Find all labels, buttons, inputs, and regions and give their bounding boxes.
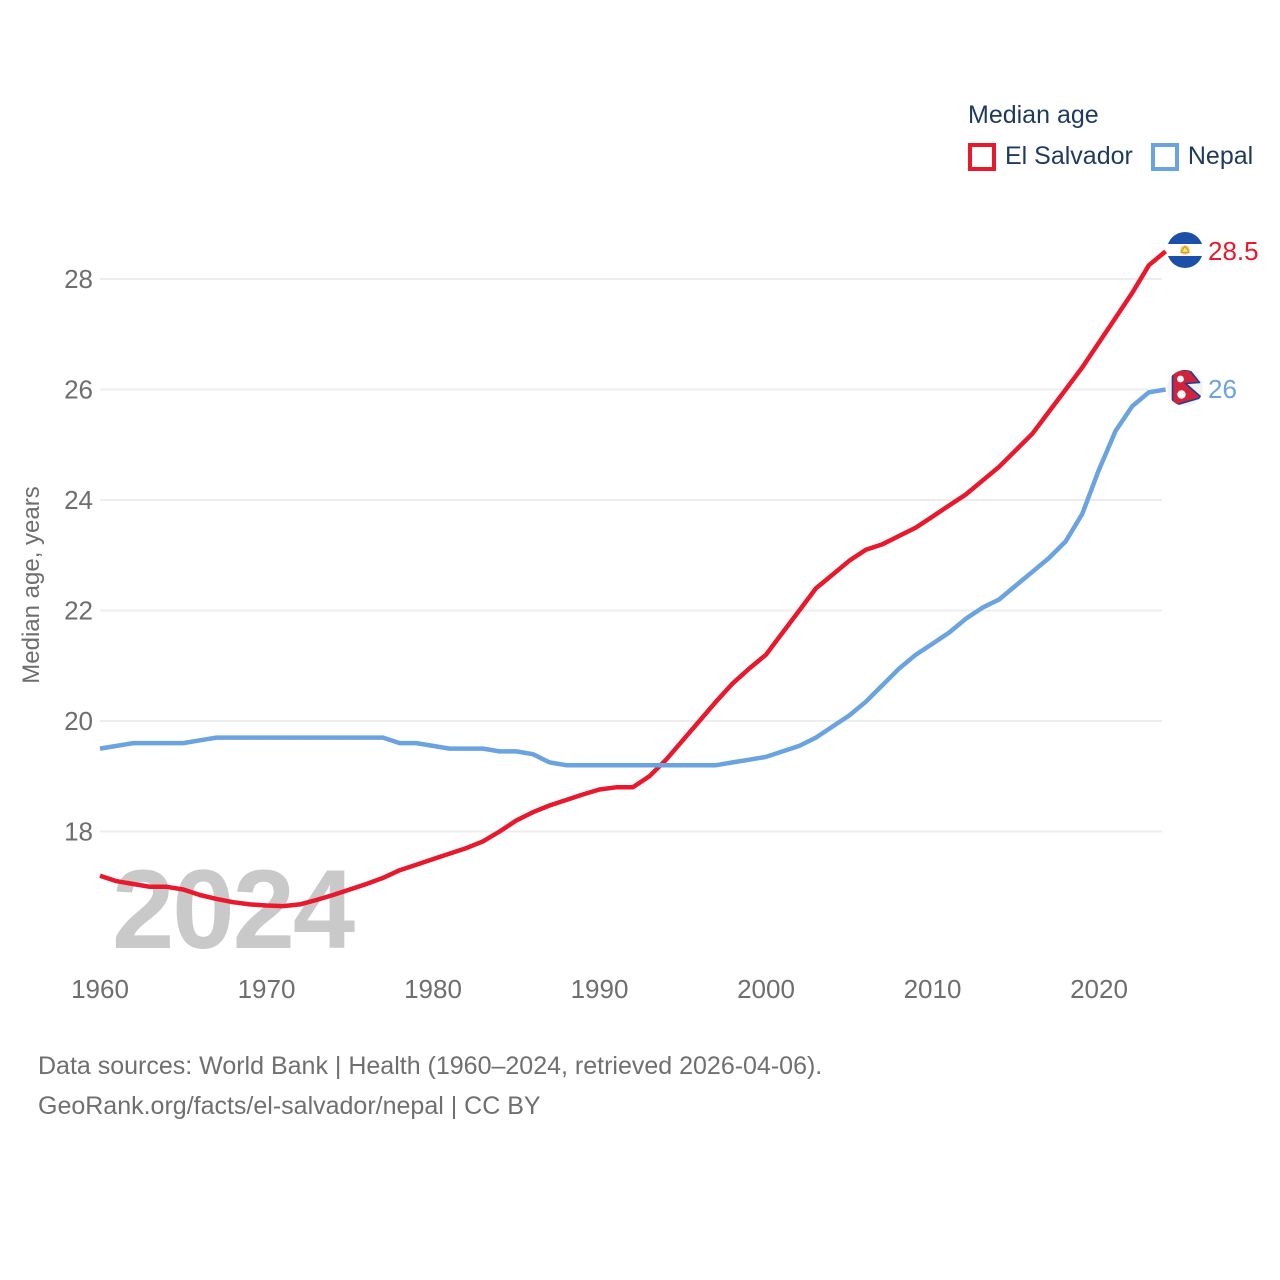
- legend-item-el-salvador[interactable]: El Salvador: [968, 142, 1133, 171]
- legend-title: Median age: [968, 101, 1099, 129]
- nepal-swatch-icon: [1150, 142, 1179, 171]
- footer-sources-line: Data sources: World Bank | Health (1960–…: [38, 1052, 823, 1080]
- y-tick-label: 22: [64, 596, 93, 626]
- y-axis-title: Median age, years: [18, 486, 45, 684]
- y-tick-label: 26: [64, 375, 93, 405]
- x-tick-label: 1980: [404, 974, 462, 1004]
- x-tick-label: 2020: [1070, 974, 1128, 1004]
- gridlines: [100, 278, 1162, 833]
- y-tick-label: 24: [64, 485, 93, 515]
- x-tick-label: 1990: [571, 974, 629, 1004]
- footer-attribution-line[interactable]: GeoRank.org/facts/el-salvador/nepal | CC…: [38, 1092, 541, 1120]
- y-tick-label: 28: [64, 264, 93, 294]
- x-tick-label: 2000: [737, 974, 795, 1004]
- x-tick-label: 1960: [71, 974, 129, 1004]
- end-value-nepal: 26: [1208, 374, 1237, 404]
- y-tick-label: 20: [64, 706, 93, 736]
- x-tick-label: 2010: [904, 974, 962, 1004]
- footer: Data sources: World Bank | Health (1960–…: [38, 1046, 822, 1126]
- watermark-year: 2024: [112, 847, 355, 972]
- y-tick-label: 18: [64, 817, 93, 847]
- legend-row: El Salvador Nepal: [968, 142, 1253, 171]
- legend-label-nepal: Nepal: [1187, 142, 1254, 170]
- nepal-flag-icon: [1167, 370, 1203, 406]
- series-lines: [99, 249, 1168, 909]
- el-salvador-flag-icon: [1167, 232, 1203, 268]
- axis-tick-labels: 18 20 22 24 26 28 1960 1970 1980 1990 2000 2010 2020: [64, 264, 1128, 1004]
- legend: Median age El Salvador Nepal: [968, 100, 1253, 171]
- legend-item-nepal[interactable]: Nepal: [1150, 142, 1254, 171]
- el-salvador-swatch-icon: [968, 142, 996, 171]
- series-line-nepal: [99, 387, 1166, 768]
- end-value-el-salvador: 28.5: [1208, 236, 1259, 266]
- series-line-el-salvador: [99, 249, 1168, 909]
- legend-label-el-salvador: El Salvador: [1005, 142, 1133, 170]
- x-tick-label: 1970: [238, 974, 296, 1004]
